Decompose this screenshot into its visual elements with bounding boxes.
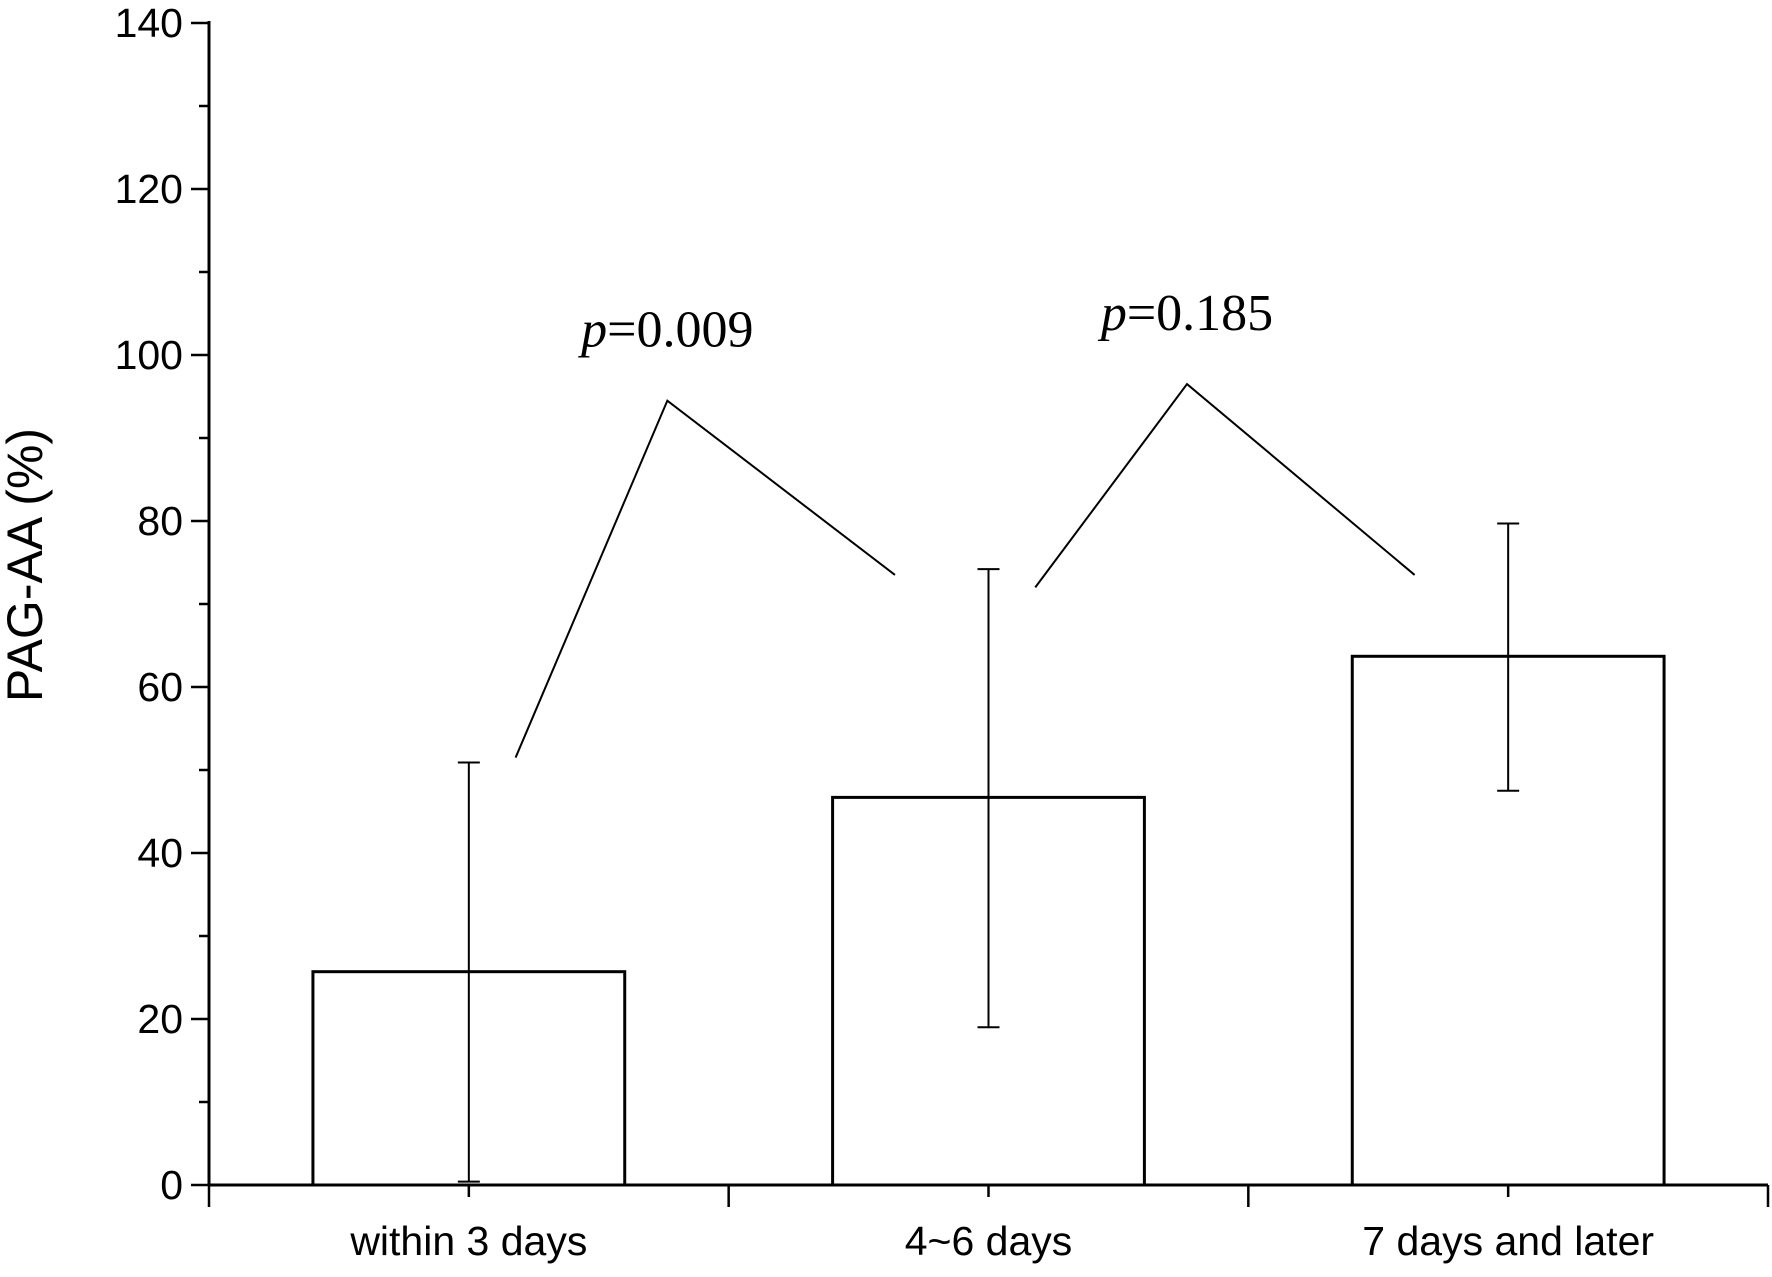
p-value-text: =0.009: [607, 302, 753, 359]
y-tick-label: 80: [137, 498, 183, 544]
p-value-text: =0.185: [1127, 285, 1273, 342]
y-tick-label: 20: [137, 996, 183, 1042]
y-tick-label: 100: [115, 332, 183, 378]
p-value-label: p=0.009: [577, 302, 753, 359]
y-axis-title: PAG-AA (%): [0, 428, 53, 702]
annotations: p=0.009 p=0.185: [514, 285, 1416, 758]
significance-bracket: [1034, 382, 1416, 588]
significance-bracket: [514, 399, 896, 758]
y-tick-label: 140: [115, 0, 183, 46]
x-tick-label: 7 days and later: [1362, 1218, 1654, 1264]
x-tick-label: 4~6 days: [905, 1218, 1073, 1264]
p-symbol: p: [577, 302, 607, 359]
y-tick-label: 40: [137, 830, 183, 876]
x-tick-label: within 3 days: [349, 1218, 587, 1264]
y-tick-label: 60: [137, 664, 183, 710]
axes: 0 20 40 60 80 100 120 140 within 3 days 4~6 days 7…: [115, 0, 1770, 1264]
y-tick-label: 0: [160, 1162, 183, 1208]
p-value-label: p=0.185: [1097, 285, 1273, 342]
error-bars: [457, 522, 1520, 1183]
p-symbol: p: [1097, 285, 1127, 342]
y-tick-label: 120: [115, 166, 183, 212]
